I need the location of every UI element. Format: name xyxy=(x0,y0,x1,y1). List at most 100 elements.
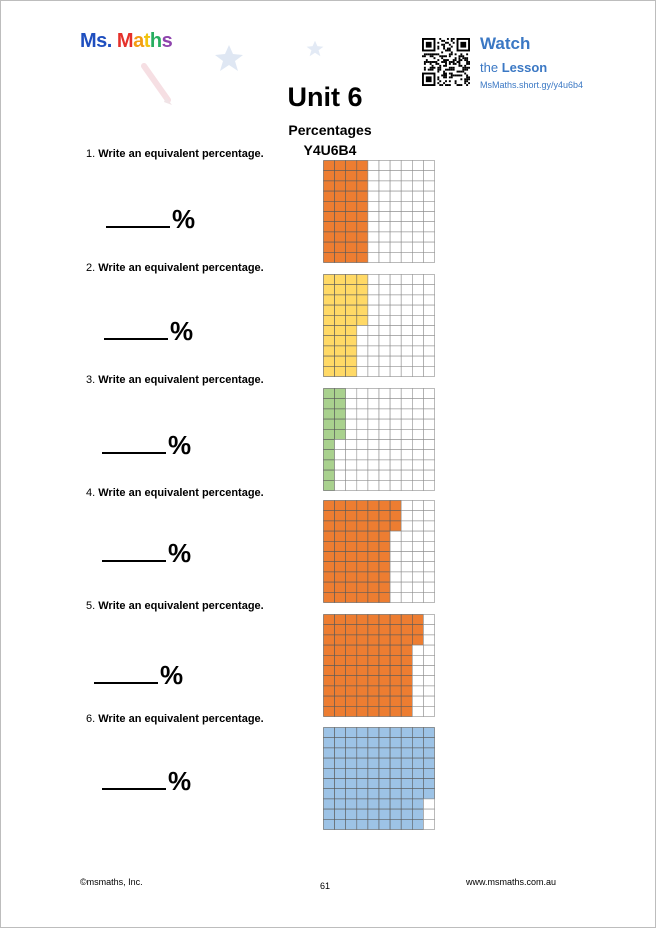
grid-cell-shaded xyxy=(323,366,335,377)
grid-cell-shaded xyxy=(400,747,413,759)
grid-cell-shaded xyxy=(356,180,369,192)
grid-cell-shaded xyxy=(356,520,369,532)
grid-cell-empty xyxy=(389,459,402,471)
grid-cell-shaded xyxy=(323,624,335,636)
grid-cell-empty xyxy=(423,500,435,511)
grid-cell-shaded xyxy=(356,274,369,285)
grid-cell-empty xyxy=(412,665,424,676)
grid-cell-shaded xyxy=(323,231,335,243)
grid-cell-shaded xyxy=(356,624,369,636)
answer-blank-field[interactable] xyxy=(102,784,166,790)
grid-cell-empty xyxy=(412,644,424,656)
grid-cell-shaded xyxy=(323,335,335,347)
grid-cell-shaded xyxy=(412,757,424,769)
grid-cell-shaded xyxy=(378,520,391,532)
grid-cell-shaded xyxy=(334,355,347,367)
question-number: 5. xyxy=(86,600,96,612)
grid-cell-empty xyxy=(412,294,424,306)
answer-blank-field[interactable] xyxy=(102,556,166,562)
grid-cell-shaded xyxy=(412,737,424,749)
grid-cell-shaded xyxy=(334,644,347,656)
question-text: Write an equivalent percentage. xyxy=(98,600,264,612)
grid-cell-shaded xyxy=(345,366,358,377)
answer-6: % xyxy=(102,766,191,797)
grid-cell-shaded xyxy=(323,675,335,687)
grid-cell-shaded xyxy=(323,211,335,222)
grid-cell-shaded xyxy=(345,520,358,532)
grid-cell-shaded xyxy=(378,706,391,717)
grid-cell-empty xyxy=(378,398,391,410)
grid-cell-empty xyxy=(423,221,435,233)
grid-cell-empty xyxy=(423,685,435,697)
grid-cell-shaded xyxy=(400,695,413,707)
grid-cell-empty xyxy=(389,345,402,357)
grid-cell-shaded xyxy=(345,581,358,593)
grid-cell-shaded xyxy=(367,644,380,656)
grid-cell-shaded xyxy=(345,819,358,830)
grid-cell-empty xyxy=(389,304,402,316)
grid-cell-shaded xyxy=(389,778,402,789)
grid-cell-empty xyxy=(400,366,413,377)
grid-cell-shaded xyxy=(389,695,402,707)
grid-cell-empty xyxy=(389,571,402,583)
grid-cell-empty xyxy=(389,314,402,326)
grid-cell-shaded xyxy=(367,665,380,676)
grid-cell-shaded xyxy=(356,706,369,717)
logo-ms-text: Ms. xyxy=(80,30,112,52)
percent-sign: % xyxy=(172,204,196,234)
grid-cell-shaded xyxy=(323,345,335,357)
grid-cell-empty xyxy=(345,398,358,410)
star-icon xyxy=(215,45,243,71)
grid-cell-empty xyxy=(367,469,380,481)
grid-cell-empty xyxy=(423,241,435,253)
grid-cell-empty xyxy=(334,459,347,471)
grid-cell-shaded xyxy=(356,614,369,625)
answer-blank-field[interactable] xyxy=(104,334,168,340)
grid-cell-shaded xyxy=(345,665,358,676)
grid-cell-empty xyxy=(400,345,413,357)
grid-cell-shaded xyxy=(367,530,380,542)
grid-cell-empty xyxy=(400,469,413,481)
grid-cell-empty xyxy=(412,551,424,562)
grid-cell-empty xyxy=(400,241,413,253)
grid-cell-shaded xyxy=(334,180,347,192)
grid-cell-empty xyxy=(423,675,435,687)
grid-cell-empty xyxy=(378,231,391,243)
grid-cell-shaded xyxy=(323,274,335,285)
grid-cell-empty xyxy=(378,418,391,430)
grid-cell-empty xyxy=(389,439,402,450)
watch-title: Watch xyxy=(480,34,531,53)
grid-cell-shaded xyxy=(367,510,380,522)
answer-blank-field[interactable] xyxy=(102,448,166,454)
grid-cell-empty xyxy=(389,398,402,410)
grid-cell-shaded xyxy=(367,571,380,583)
grid-cell-shaded xyxy=(378,808,391,820)
percent-sign: % xyxy=(160,660,184,690)
answer-blank-field[interactable] xyxy=(106,222,170,228)
lesson-link[interactable]: MsMaths.short.gy/y4u6b4 xyxy=(480,80,584,90)
grid-cell-shaded xyxy=(356,500,369,511)
grid-cell-shaded xyxy=(378,778,391,789)
grid-cell-shaded xyxy=(323,819,335,830)
grid-cell-empty xyxy=(367,480,380,491)
grid-cell-empty xyxy=(412,571,424,583)
grid-cell-empty xyxy=(389,170,402,182)
grid-cell-empty xyxy=(423,449,435,461)
qr-code-icon[interactable] xyxy=(422,38,470,86)
grid-cell-empty xyxy=(367,314,380,326)
grid-cell-shaded xyxy=(345,190,358,202)
grid-cell-shaded xyxy=(367,675,380,687)
grid-cell-shaded xyxy=(323,459,335,471)
grid-cell-empty xyxy=(412,366,424,377)
grid-cell-empty xyxy=(356,439,369,450)
grid-cell-shaded xyxy=(334,530,347,542)
grid-cell-empty xyxy=(367,366,380,377)
footer-website[interactable]: www.msmaths.com.au xyxy=(466,877,557,887)
grid-cell-empty xyxy=(412,200,424,212)
answer-blank-field[interactable] xyxy=(94,678,158,684)
watch-sub-bold: Lesson xyxy=(501,60,548,75)
grid-cell-shaded xyxy=(323,634,335,646)
question-number: 6. xyxy=(86,713,96,725)
grid-cell-empty xyxy=(423,480,435,491)
grid-cell-shaded xyxy=(345,540,358,552)
